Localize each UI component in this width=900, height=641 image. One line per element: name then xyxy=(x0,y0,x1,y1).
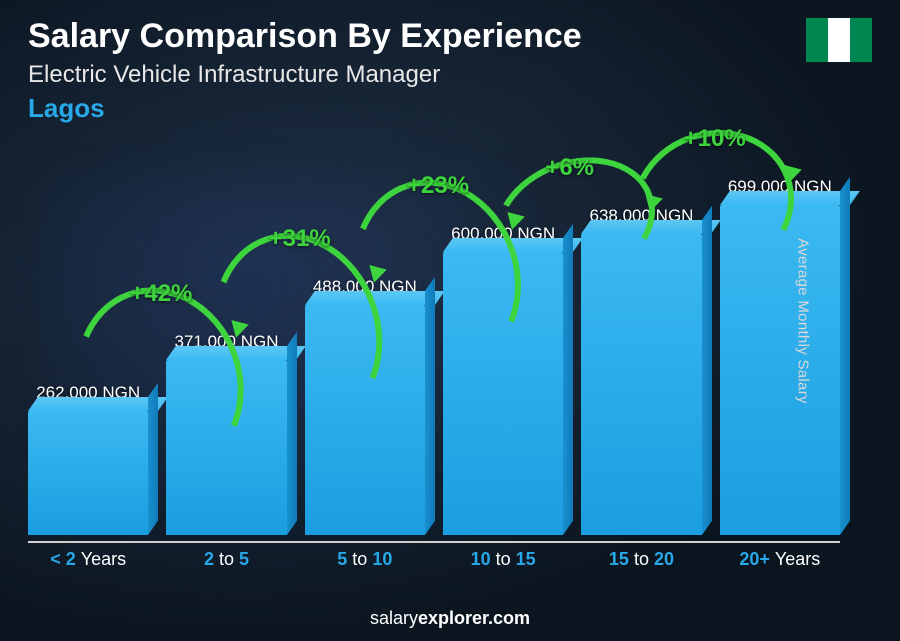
chart-title: Salary Comparison By Experience xyxy=(28,18,872,55)
x-axis: < 2 Years 2 to 5 5 to 10 10 to 15 15 to 20 20… xyxy=(28,541,840,571)
bar-col-1: 371,000 NGN xyxy=(166,332,286,535)
x-tick: 5 to 10 xyxy=(305,543,425,571)
flag-stripe-left xyxy=(806,18,828,62)
bar xyxy=(305,305,425,535)
chart-subtitle: Electric Vehicle Infrastructure Manager xyxy=(28,61,872,89)
bar-col-5: 699,000 NGN xyxy=(720,177,840,535)
chart-area: 262,000 NGN371,000 NGN488,000 NGN600,000… xyxy=(28,160,840,571)
bar xyxy=(581,234,701,535)
footer-prefix: salary xyxy=(370,608,418,628)
bar-col-3: 600,000 NGN xyxy=(443,224,563,535)
bar xyxy=(443,252,563,535)
x-tick: < 2 Years xyxy=(28,543,148,571)
bar-col-4: 638,000 NGN xyxy=(581,206,701,535)
bar xyxy=(28,411,148,535)
footer-suffix: explorer.com xyxy=(418,608,530,628)
flag-nigeria xyxy=(806,18,872,62)
chart-location: Lagos xyxy=(28,93,872,124)
bar xyxy=(720,205,840,535)
x-tick: 10 to 15 xyxy=(443,543,563,571)
flag-stripe-right xyxy=(850,18,872,62)
bar-col-2: 488,000 NGN xyxy=(305,277,425,535)
x-tick: 2 to 5 xyxy=(166,543,286,571)
flag-stripe-mid xyxy=(828,18,850,62)
bar-col-0: 262,000 NGN xyxy=(28,383,148,535)
footer-attribution: salaryexplorer.com xyxy=(0,608,900,629)
y-axis-label: Average Monthly Salary xyxy=(795,238,812,404)
header: Salary Comparison By Experience Electric… xyxy=(28,18,872,124)
bar xyxy=(166,360,286,535)
x-tick: 15 to 20 xyxy=(581,543,701,571)
x-tick: 20+ Years xyxy=(720,543,840,571)
bars-container: 262,000 NGN371,000 NGN488,000 NGN600,000… xyxy=(28,160,840,535)
